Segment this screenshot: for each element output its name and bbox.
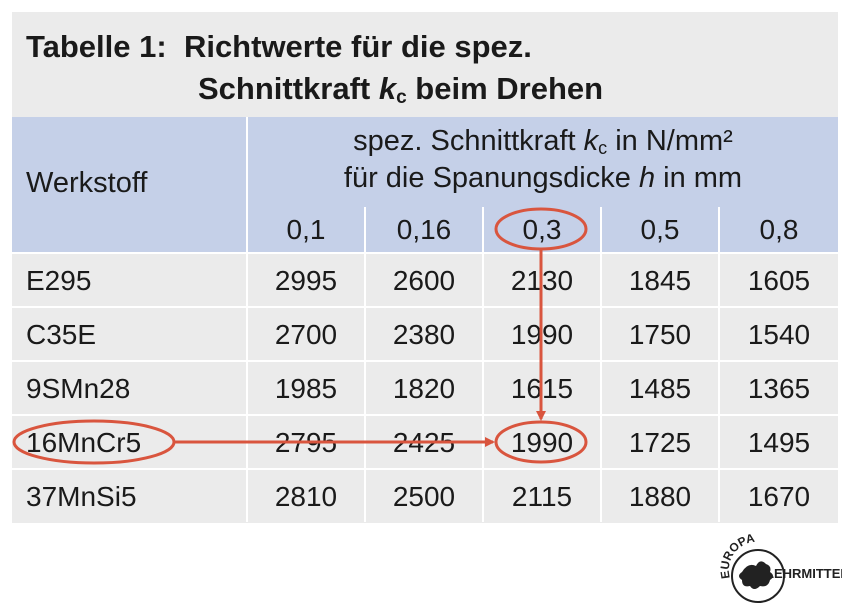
cell-value: 1725 — [628, 427, 692, 458]
title-line-1: Tabelle 1: Richtwerte für die spez. — [26, 29, 532, 65]
cell-value: 2600 — [392, 265, 456, 296]
cell-value: 2795 — [274, 427, 338, 458]
group-header-var-k: k — [583, 125, 599, 157]
cell-value: 1845 — [628, 265, 692, 296]
cell-value: 2700 — [274, 319, 338, 350]
header-thickness: 0,5 — [640, 214, 680, 245]
title-var-k: k — [378, 71, 397, 106]
cell-value: 1750 — [628, 319, 692, 350]
group-header-text-1a: spez. Schnittkraft — [353, 125, 584, 157]
cell-value: 2130 — [510, 265, 574, 296]
cell-value: 1820 — [392, 373, 456, 404]
title-box: Tabelle 1: Richtwerte für die spez. Schn… — [12, 12, 838, 117]
header-thickness: 0,16 — [396, 214, 452, 245]
title-text-2a: Schnittkraft — [198, 71, 379, 106]
cell-value: 1990 — [510, 319, 574, 350]
cell-value: 1880 — [628, 481, 692, 512]
cell-value: 1990 — [510, 427, 574, 458]
divider — [246, 117, 248, 522]
cell-value: 2425 — [392, 427, 456, 458]
cell-material: C35E — [26, 319, 97, 350]
cell-value: 2810 — [274, 481, 338, 512]
header-thickness: 0,1 — [286, 214, 326, 245]
europa-lehrmittel-logo: EUROPA LEHRMITTEL — [718, 531, 842, 603]
table-row-bg — [12, 362, 838, 415]
title-line-2: Schnittkraft kc beim Drehen — [198, 71, 603, 109]
cell-value: 1485 — [628, 373, 692, 404]
divider — [600, 207, 602, 522]
group-header-var-h: h — [638, 162, 656, 194]
cell-value: 1670 — [747, 481, 811, 512]
divider — [482, 207, 484, 522]
group-header-line-1: spez. Schnittkraft kc in N/mm² — [248, 125, 838, 159]
divider — [364, 207, 366, 522]
cell-value: 1495 — [747, 427, 811, 458]
group-header-sub-c: c — [598, 138, 608, 158]
cutting-force-table: Werkstoff spez. Schnittkraft kc in N/mm²… — [12, 117, 838, 523]
cell-material: E295 — [26, 265, 92, 296]
cell-value: 2115 — [511, 481, 573, 512]
logo-text-right: LEHRMITTEL — [766, 566, 842, 581]
table-row-bg — [12, 470, 838, 523]
cell-value: 2995 — [274, 265, 338, 296]
cell-value: 1615 — [510, 373, 574, 404]
cell-material: 9SMn28 — [26, 373, 131, 404]
cell-value: 2500 — [392, 481, 456, 512]
divider — [12, 360, 838, 362]
header-material: Werkstoff — [26, 167, 148, 199]
divider — [12, 252, 838, 254]
header-thickness: 0,8 — [759, 214, 799, 245]
group-header-text-1b: in N/mm² — [607, 125, 733, 157]
divider — [718, 207, 720, 522]
table-row-bg — [12, 308, 838, 361]
cell-value: 1540 — [747, 319, 811, 350]
cell-value: 1985 — [274, 373, 338, 404]
title-sub-c: c — [396, 87, 407, 108]
cell-material: 37MnSi5 — [26, 481, 137, 512]
table-row-bg — [12, 254, 838, 307]
title-text-2b: beim Drehen — [406, 71, 604, 106]
cell-value: 1605 — [747, 265, 811, 296]
cell-value: 1365 — [747, 373, 811, 404]
divider — [12, 468, 838, 470]
table-header — [12, 117, 838, 252]
header-thickness: 0,3 — [522, 214, 562, 245]
cell-material: 16MnCr5 — [26, 427, 142, 458]
cell-value: 2380 — [392, 319, 456, 350]
group-header-text-2a: für die Spanungsdicke — [343, 162, 639, 194]
divider — [12, 414, 838, 416]
divider — [12, 306, 838, 308]
title-label: Tabelle 1: — [26, 29, 167, 64]
group-header-line-2: für die Spanungsdicke h in mm — [248, 162, 838, 195]
title-text-1: Richtwerte für die spez. — [183, 29, 532, 64]
group-header-text-2b: in mm — [655, 162, 743, 194]
